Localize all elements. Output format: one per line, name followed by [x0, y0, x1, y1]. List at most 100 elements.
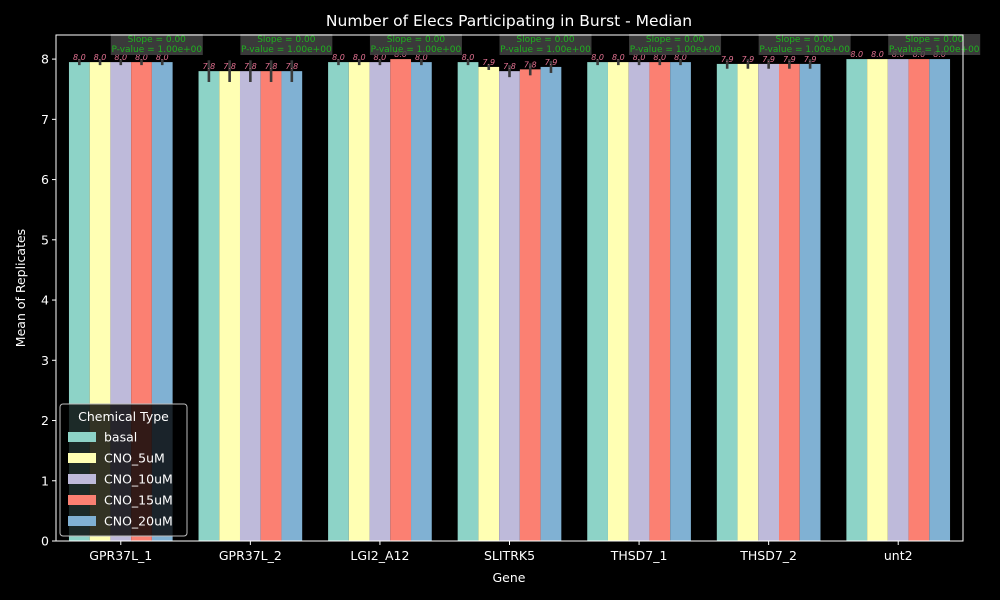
bar: [846, 59, 868, 541]
annotation-box: [499, 34, 592, 55]
bar: [198, 71, 220, 542]
bar-value-label: 7.8: [203, 62, 216, 71]
y-tick-label: 1: [41, 473, 49, 488]
bar-value-label: 8.0: [462, 53, 475, 62]
bar-value-label: 7.8: [285, 62, 298, 71]
bar-value-label: 8.0: [850, 50, 863, 59]
annotation-pvalue: P-value = 1.00e+00: [371, 45, 462, 55]
x-tick-label: GPR37L_2: [219, 548, 282, 563]
y-tick-label: 8: [41, 52, 49, 67]
annotation-box: [888, 34, 981, 55]
bar-value-label: 8.0: [674, 53, 687, 62]
bar-value-label: 8.0: [612, 53, 625, 62]
bar-value-label: 8.0: [415, 53, 428, 62]
bar: [779, 63, 800, 542]
bar-value-label: 7.9: [762, 55, 775, 64]
bar: [390, 59, 412, 541]
y-tick-label: 4: [41, 293, 49, 308]
x-tick-label: GPR37L_1: [89, 548, 152, 563]
legend-label: CNO_10uM: [104, 472, 173, 487]
bar-value-label: 7.9: [545, 58, 558, 67]
legend: Chemical Type basal CNO_5uM CNO_10uM CNO_15u…: [59, 403, 188, 537]
legend-swatch: [68, 495, 96, 505]
x-tick-label: THSD7_1: [610, 548, 668, 563]
bar: [867, 59, 888, 541]
legend-swatch: [68, 516, 96, 526]
bar: [411, 62, 432, 541]
x-tick-label: unt2: [884, 548, 913, 563]
bar-value-label: 8.0: [591, 53, 604, 62]
bar: [716, 63, 738, 542]
bar: [540, 66, 562, 541]
bar: [587, 62, 608, 541]
bar-value-label: 8.0: [156, 53, 169, 62]
bar: [499, 71, 520, 542]
annotation-box: [369, 34, 462, 55]
bar-value-label: 7.8: [265, 62, 278, 71]
bar: [929, 59, 951, 541]
annotation-box: [758, 34, 851, 55]
bar-value-label: 8.0: [114, 53, 127, 62]
bar-value-label: 7.8: [524, 60, 537, 69]
annotation-pvalue: P-value = 1.00e+00: [241, 45, 332, 55]
legend-label: CNO_15uM: [104, 493, 173, 508]
bar: [348, 62, 370, 541]
bar-value-label: 8.0: [135, 53, 148, 62]
x-tick-label: SLITRK5: [484, 548, 535, 563]
annotation-pvalue: P-value = 1.00e+00: [759, 45, 850, 55]
bar: [519, 69, 541, 541]
bar-value-label: 8.0: [94, 53, 107, 62]
x-tick-label: THSD7_2: [739, 548, 797, 563]
bar: [239, 71, 261, 542]
bar: [908, 59, 930, 541]
x-tick-label: LGI2_A12: [350, 548, 409, 563]
annotation-slope: Slope = 0.00: [387, 35, 446, 45]
legend-label: CNO_20uM: [104, 514, 173, 529]
bar-value-label: 7.8: [244, 62, 257, 71]
annotation-pvalue: P-value = 1.00e+00: [630, 45, 721, 55]
bar: [328, 62, 349, 541]
bar: [478, 66, 500, 541]
bar: [457, 62, 479, 541]
legend-label: CNO_5uM: [104, 451, 165, 466]
bar-value-label: 7.9: [742, 55, 755, 64]
annotation-pvalue: P-value = 1.00e+00: [500, 45, 591, 55]
bar: [219, 71, 240, 542]
annotation-box: [240, 34, 333, 55]
y-tick-label: 6: [41, 172, 49, 187]
legend-title: Chemical Type: [78, 409, 169, 424]
bar: [628, 62, 650, 541]
bar-value-label: 8.0: [374, 53, 387, 62]
bar-value-label: 7.9: [783, 55, 796, 64]
bar: [887, 59, 909, 541]
bar: [737, 63, 759, 542]
bar-value-label: 8.0: [353, 53, 366, 62]
y-tick-label: 5: [41, 232, 49, 247]
chart-title: Number of Elecs Participating in Burst -…: [326, 12, 692, 30]
annotation-pvalue: P-value = 1.00e+00: [111, 45, 202, 55]
bar-value-label: 8.0: [871, 50, 884, 59]
bar-value-label: 8.0: [653, 53, 666, 62]
annotation-box: [110, 34, 203, 55]
annotation-slope: Slope = 0.00: [257, 35, 316, 45]
bar: [281, 71, 303, 542]
bar: [649, 62, 671, 541]
bar: [607, 62, 629, 541]
bar: [670, 62, 691, 541]
bar-value-label: 8.0: [73, 53, 86, 62]
bar-value-label: 8.0: [332, 53, 345, 62]
y-tick-label: 0: [41, 534, 49, 549]
legend-swatch: [68, 453, 96, 463]
bar-value-label: 7.9: [721, 55, 734, 64]
y-tick-label: 2: [41, 413, 49, 428]
annotation-slope: Slope = 0.00: [646, 35, 705, 45]
y-axis-label: Mean of Replicates: [13, 229, 28, 347]
legend-label: basal: [104, 430, 137, 445]
annotation-slope: Slope = 0.00: [905, 35, 964, 45]
bar: [799, 63, 821, 542]
annotation-box: [629, 34, 722, 55]
bar-value-label: 7.8: [223, 62, 236, 71]
bar: [260, 71, 282, 542]
